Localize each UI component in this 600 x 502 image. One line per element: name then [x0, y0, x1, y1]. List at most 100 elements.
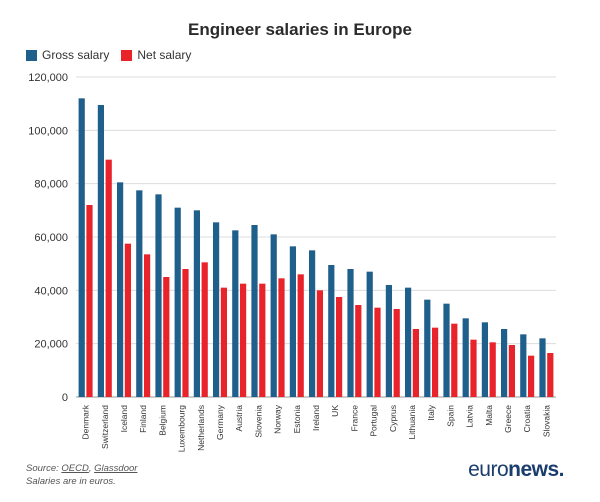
x-tick-label: Slovakia — [541, 405, 551, 437]
y-tick-label: 100,000 — [28, 125, 68, 137]
x-tick-label: Greece — [503, 405, 513, 433]
bar-gross — [309, 250, 316, 397]
x-tick-label: Slovenia — [253, 405, 263, 438]
bar-gross — [501, 329, 508, 397]
x-tick-label: Denmark — [81, 404, 91, 439]
bar-gross — [136, 190, 143, 397]
bar-gross — [520, 334, 527, 397]
bar-net — [259, 283, 266, 397]
bar-gross — [347, 269, 354, 397]
x-tick-label: Portugal — [369, 405, 379, 437]
bar-gross — [443, 303, 450, 397]
x-tick-label: Croatia — [522, 405, 532, 433]
x-tick-label: Iceland — [119, 405, 129, 433]
x-tick-label: Malta — [484, 405, 494, 426]
bar-net — [124, 243, 131, 397]
x-tick-label: France — [349, 405, 359, 432]
chart-footer: Source: OECD, Glassdoor Salaries are in … — [26, 462, 137, 488]
bar-gross — [155, 194, 162, 397]
legend-label-gross: Gross salary — [42, 48, 110, 62]
bar-gross — [539, 338, 546, 397]
chart-title: Engineer salaries in Europe — [188, 20, 412, 39]
legend: Gross salary Net salary — [26, 48, 203, 62]
legend-item-net: Net salary — [121, 48, 191, 62]
bar-net — [86, 205, 93, 397]
bar-gross — [424, 299, 431, 397]
x-tick-label: Spain — [445, 405, 455, 427]
x-tick-label: Latvia — [465, 405, 475, 428]
x-tick-label: Luxembourg — [177, 405, 187, 453]
bar-net — [547, 353, 554, 397]
x-tick-label: Norway — [273, 404, 283, 434]
bar-net — [240, 283, 247, 397]
legend-swatch-gross — [26, 49, 37, 61]
x-tick-label: Germany — [215, 404, 225, 440]
source-link-oecd[interactable]: OECD — [61, 463, 89, 474]
x-tick-label: Finland — [138, 405, 148, 433]
euronews-logo: euronews. — [468, 458, 564, 482]
y-tick-label: 80,000 — [34, 179, 68, 191]
bar-gross — [213, 222, 220, 397]
y-tick-label: 40,000 — [34, 285, 68, 297]
bar-net — [412, 329, 419, 397]
bar-net — [355, 305, 362, 397]
source-line: Source: OECD, Glassdoor — [26, 462, 137, 475]
bar-net — [374, 307, 381, 397]
bar-gross — [174, 207, 181, 397]
bar-net — [201, 262, 208, 397]
bar-gross — [328, 265, 335, 397]
bar-net — [489, 342, 496, 397]
brand-part1: euro — [468, 458, 509, 481]
bar-gross — [462, 318, 469, 397]
bar-gross — [78, 98, 85, 397]
bar-gross — [232, 230, 239, 397]
legend-item-gross: Gross salary — [26, 48, 109, 62]
bar-gross — [117, 182, 124, 397]
bar-net — [316, 290, 323, 397]
bar-gross — [366, 271, 373, 397]
source-link-glassdoor[interactable]: Glassdoor — [94, 463, 138, 474]
bar-net — [278, 278, 285, 397]
bar-net — [163, 277, 170, 397]
y-tick-label: 60,000 — [34, 232, 68, 244]
bar-net — [144, 254, 151, 397]
bar-gross — [405, 287, 412, 397]
y-tick-label: 20,000 — [34, 339, 68, 351]
bar-net — [336, 297, 343, 397]
legend-label-net: Net salary — [137, 48, 192, 62]
bar-net — [470, 339, 477, 397]
bar-gross — [481, 322, 488, 397]
x-tick-label: Belgium — [157, 405, 167, 436]
y-tick-label: 120,000 — [28, 72, 68, 84]
legend-swatch-net — [121, 49, 133, 61]
bar-net — [297, 274, 304, 397]
bar-gross — [385, 285, 392, 397]
bar-gross — [97, 105, 104, 397]
x-tick-label: Ireland — [311, 405, 321, 431]
bar-net — [508, 345, 515, 397]
source-prefix: Source: — [26, 463, 62, 474]
x-tick-label: Estonia — [292, 405, 302, 434]
bar-net — [432, 327, 439, 397]
y-tick-label: 0 — [62, 392, 68, 404]
x-tick-label: Cyprus — [388, 405, 398, 432]
bar-net — [182, 269, 189, 397]
bar-net — [451, 323, 458, 397]
x-tick-label: Switzerland — [100, 405, 110, 449]
bar-net — [105, 159, 112, 397]
bar-net — [393, 309, 400, 397]
brand-dot: . — [558, 458, 565, 481]
bar-gross — [289, 246, 296, 397]
x-tick-label: UK — [330, 405, 340, 417]
bar-chart: 0 20,000 40,000 60,000 80,000 100,000 120,000 D… — [28, 72, 556, 453]
bar-net — [220, 287, 227, 397]
bar-gross — [193, 210, 200, 397]
x-tick-label: Italy — [426, 404, 436, 420]
bar-gross — [251, 225, 258, 397]
bar-net — [528, 355, 535, 397]
footer-note: Salaries are in euros. — [26, 476, 116, 487]
brand-part2: news — [508, 458, 559, 481]
bar-gross — [270, 234, 277, 397]
source-separator: , — [88, 463, 95, 474]
x-tick-label: Lithuania — [407, 405, 417, 440]
